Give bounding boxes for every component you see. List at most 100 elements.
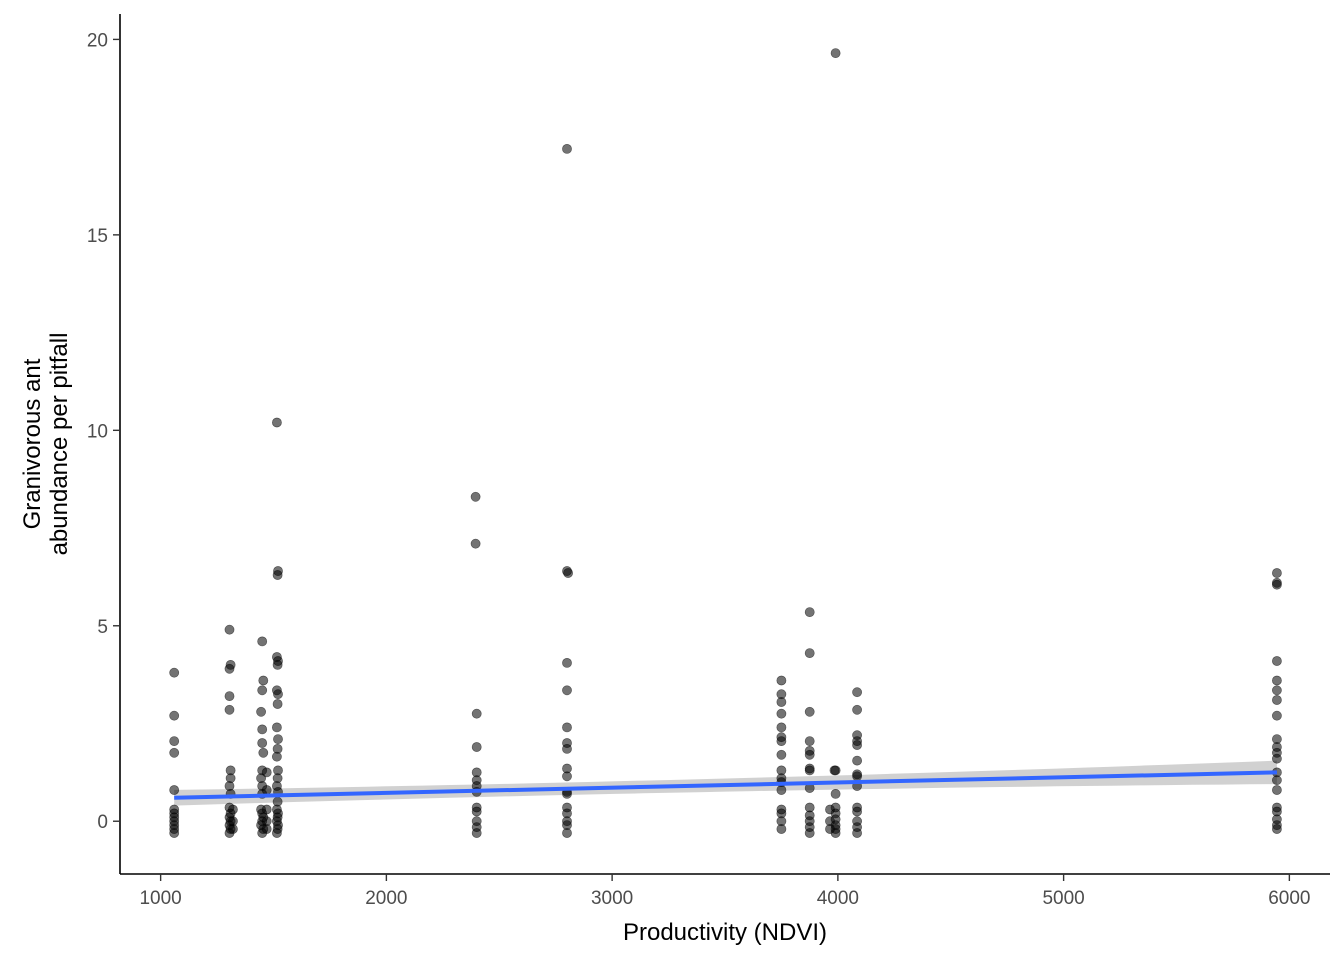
data-point [1272,695,1282,705]
data-point [169,736,180,746]
data-point [562,658,572,668]
data-point [562,685,572,696]
data-point [272,570,283,580]
data-point [562,722,572,733]
data-point [261,824,272,834]
data-point [776,736,787,746]
data-point [256,706,266,717]
x-tick-label: 6000 [1268,888,1310,909]
data-point [804,749,815,760]
data-point [852,806,862,817]
trend-line [174,770,1277,800]
data-point [273,734,283,744]
data-point [258,675,269,686]
data-point [776,708,787,719]
data-point [825,804,835,815]
data-point [776,697,787,707]
points-layer [169,48,1282,838]
axes-layer: 1000 2000 3000 4000 5000 6000 0 5 10 15 20 Producti… [19,14,1330,946]
data-point [470,538,481,549]
data-point [1272,710,1282,721]
data-point [271,722,282,733]
y-tick-label: 15 [87,226,108,247]
data-point [829,765,840,776]
data-point [776,675,787,686]
data-point [271,751,282,762]
data-point [224,663,235,674]
data-point [776,749,787,760]
data-point [471,828,482,838]
data-point [852,740,862,750]
data-point [776,824,787,834]
data-point [1272,824,1282,834]
data-point [271,417,282,428]
data-point [257,738,268,748]
data-point [804,828,815,838]
data-point [804,706,815,717]
data-point [830,789,841,799]
data-point [261,785,272,795]
data-point [1272,685,1282,696]
data-point [273,689,283,700]
data-point [852,704,862,715]
data-point [261,767,272,778]
data-point [563,568,573,578]
data-point [272,699,283,709]
x-tick-label: 2000 [365,888,407,909]
data-point [471,708,482,719]
data-point [227,804,238,815]
data-point [562,771,572,782]
data-point [1272,785,1282,795]
y-tick-label: 10 [87,421,108,442]
y-tick-label: 5 [97,617,108,638]
y-tick-label: 0 [97,812,108,833]
data-point [169,828,180,838]
data-point [227,824,238,834]
data-point [470,491,481,502]
data-point [562,744,572,754]
data-point [1272,568,1282,578]
y-axis-title-line: abundance per pitfall [46,333,73,556]
data-point [804,648,815,658]
data-point [224,624,235,635]
data-point [169,710,180,721]
data-point [257,685,268,696]
data-point [1272,656,1282,666]
data-point [169,747,180,758]
data-point [562,143,572,154]
y-tick-label: 20 [87,30,108,51]
data-point [804,765,815,776]
x-tick-label: 1000 [139,888,181,909]
data-point [261,804,272,815]
data-point [169,785,180,795]
data-point [776,722,787,733]
x-axis-title: Productivity (NDVI) [623,919,827,946]
data-point [804,736,815,746]
data-point [852,828,862,838]
data-point [224,691,235,701]
data-point [852,687,862,698]
data-point [852,771,862,782]
data-point [257,636,268,647]
trend-line-layer [174,770,1277,800]
data-point [271,828,282,838]
data-point [1272,775,1282,786]
data-point [272,660,283,670]
data-point [257,724,268,735]
data-point [169,667,180,678]
y-axis-title-line: Granivorous ant [19,358,46,529]
data-point [852,755,862,766]
data-point [258,747,269,758]
data-point [1272,753,1282,764]
data-point [562,828,572,838]
data-point [224,704,235,715]
x-tick-label: 4000 [817,888,859,909]
data-point [776,785,787,795]
data-point [471,806,482,817]
data-point [830,48,841,58]
data-point [1272,579,1282,590]
y-axis-title: Granivorous antabundance per pitfall [19,333,73,556]
data-point [471,742,482,752]
